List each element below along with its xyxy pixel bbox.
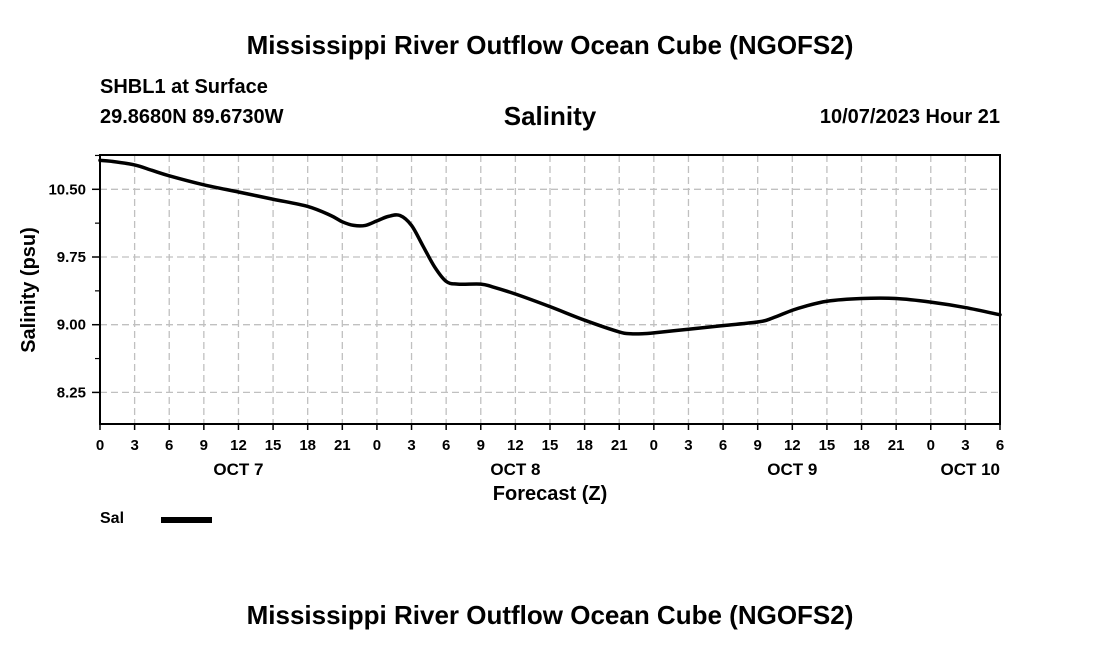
- forecast-datetime: 10/07/2023 Hour 21: [819, 106, 1000, 128]
- x-day-label: OCT 8: [490, 460, 540, 479]
- x-tick-label: 0: [927, 437, 935, 454]
- x-tick-label: 9: [754, 437, 762, 454]
- main-title: Mississippi River Outflow Ocean Cube (NG…: [246, 30, 854, 60]
- x-tick-label: 18: [576, 437, 593, 454]
- x-tick-label: 15: [542, 437, 559, 454]
- grid: [100, 155, 1000, 424]
- x-day-label: OCT 9: [767, 460, 817, 479]
- x-tick-label: 18: [853, 437, 870, 454]
- x-tick-label: 0: [96, 437, 104, 454]
- x-tick-label: 0: [650, 437, 658, 454]
- x-tick-label: 3: [407, 437, 415, 454]
- x-tick-label: 21: [888, 437, 905, 454]
- x-tick-label: 6: [165, 437, 173, 454]
- x-tick-label: 12: [507, 437, 524, 454]
- x-tick-label: 6: [996, 437, 1004, 454]
- x-tick-label: 3: [961, 437, 969, 454]
- x-axis-day-labels: OCT 7 OCT 8 OCT 9 OCT 10: [213, 460, 1000, 479]
- x-axis-ticks: 0 3 6 9 12 15 18 21 0 3 6 9 12 15 18 21 0 3 6 9 12 15 18 21 0 3 6: [96, 424, 1004, 454]
- y-tick-label: 10.50: [48, 181, 86, 198]
- x-tick-label: 6: [719, 437, 727, 454]
- y-tick-label: 9.00: [57, 317, 86, 334]
- y-axis-ticks: 8.25 9.00 9.75 10.50: [48, 154, 100, 401]
- x-tick-label: 9: [477, 437, 485, 454]
- x-day-label: OCT 10: [940, 460, 1000, 479]
- x-tick-label: 12: [784, 437, 801, 454]
- station-label: SHBL1 at Surface: [100, 76, 268, 98]
- legend-line-swatch: [161, 517, 212, 523]
- x-tick-label: 0: [373, 437, 381, 454]
- x-tick-label: 12: [230, 437, 247, 454]
- coordinates-label: 29.8680N 89.6730W: [100, 106, 284, 128]
- x-tick-label: 3: [130, 437, 138, 454]
- y-tick-label: 9.75: [57, 249, 86, 266]
- x-tick-label: 6: [442, 437, 450, 454]
- x-tick-label: 18: [299, 437, 316, 454]
- footer-title: Mississippi River Outflow Ocean Cube (NG…: [246, 600, 854, 630]
- x-tick-label: 21: [334, 437, 351, 454]
- chart-title: Salinity: [503, 101, 597, 131]
- x-tick-label: 15: [265, 437, 282, 454]
- x-tick-label: 9: [200, 437, 208, 454]
- x-day-label: OCT 7: [213, 460, 263, 479]
- series-line-sal: [98, 158, 1002, 336]
- x-tick-label: 15: [819, 437, 836, 454]
- x-tick-label: 21: [611, 437, 628, 454]
- legend-label: Sal: [100, 510, 125, 527]
- y-tick-label: 8.25: [57, 384, 86, 401]
- y-axis-label: Salinity (psu): [18, 227, 40, 353]
- x-tick-label: 3: [684, 437, 692, 454]
- x-axis-label: Forecast (Z): [493, 483, 607, 505]
